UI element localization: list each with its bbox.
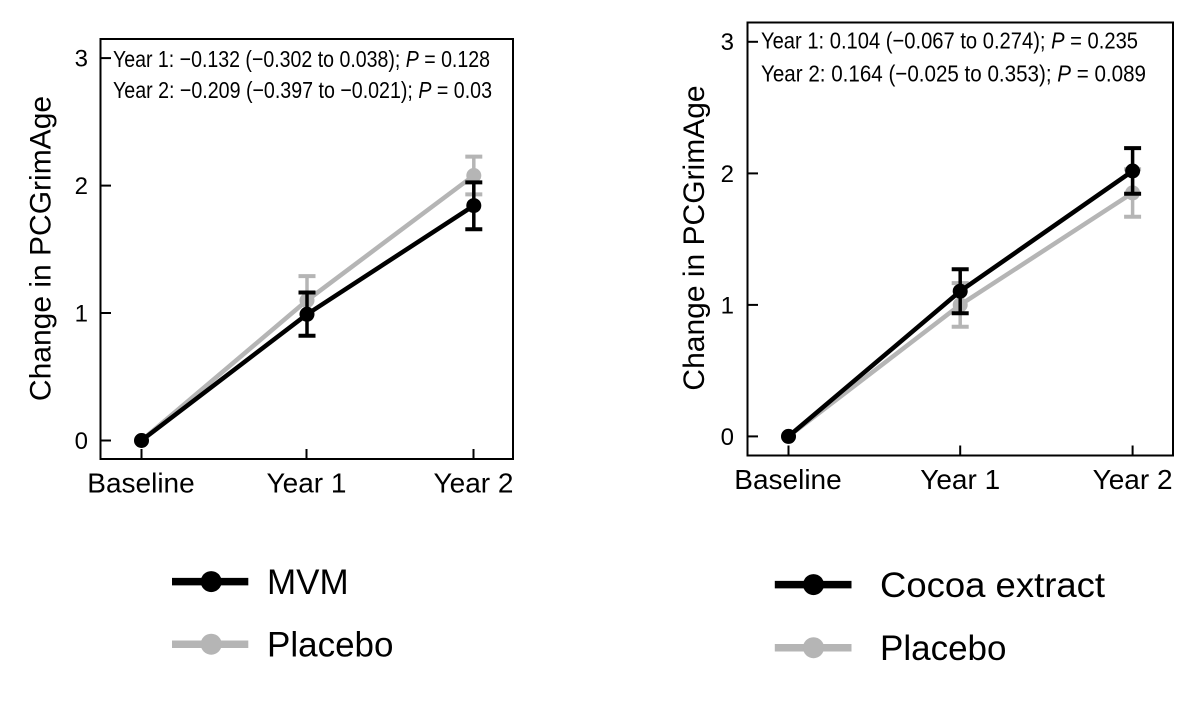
svg-text:Baseline: Baseline	[87, 468, 194, 499]
svg-text:Baseline: Baseline	[734, 464, 841, 495]
svg-text:Year 1: −0.132 (−0.302 to 0.03: Year 1: −0.132 (−0.302 to 0.038); P = 0.…	[113, 46, 490, 72]
svg-text:Placebo: Placebo	[880, 629, 1006, 668]
svg-text:3: 3	[721, 29, 734, 56]
svg-text:Placebo: Placebo	[267, 626, 393, 665]
svg-text:Year 2: Year 2	[1093, 464, 1173, 495]
svg-text:Year 2: 0.164 (−0.025 to 0.353: Year 2: 0.164 (−0.025 to 0.353); P = 0.0…	[761, 60, 1146, 86]
svg-text:MVM: MVM	[267, 563, 349, 602]
svg-text:2: 2	[721, 161, 734, 188]
svg-text:3: 3	[75, 46, 88, 73]
svg-text:0: 0	[721, 424, 734, 451]
svg-text:Change in PCGrimAge: Change in PCGrimAge	[25, 96, 58, 401]
svg-text:Year 1: 0.104 (−0.067 to 0.274: Year 1: 0.104 (−0.067 to 0.274); P = 0.2…	[761, 28, 1138, 54]
svg-text:1: 1	[75, 300, 88, 327]
svg-text:Change in PCGrimAge: Change in PCGrimAge	[678, 85, 711, 390]
svg-text:2: 2	[75, 173, 88, 200]
svg-text:0: 0	[75, 428, 88, 455]
svg-text:Year 2: −0.209 (−0.397 to −0.0: Year 2: −0.209 (−0.397 to −0.021); P = 0…	[113, 77, 492, 103]
svg-text:Cocoa extract: Cocoa extract	[880, 566, 1105, 605]
svg-text:Year 1: Year 1	[267, 468, 347, 499]
svg-text:Year 1: Year 1	[920, 464, 1000, 495]
svg-text:1: 1	[721, 292, 734, 319]
svg-text:Year 2: Year 2	[434, 468, 514, 499]
